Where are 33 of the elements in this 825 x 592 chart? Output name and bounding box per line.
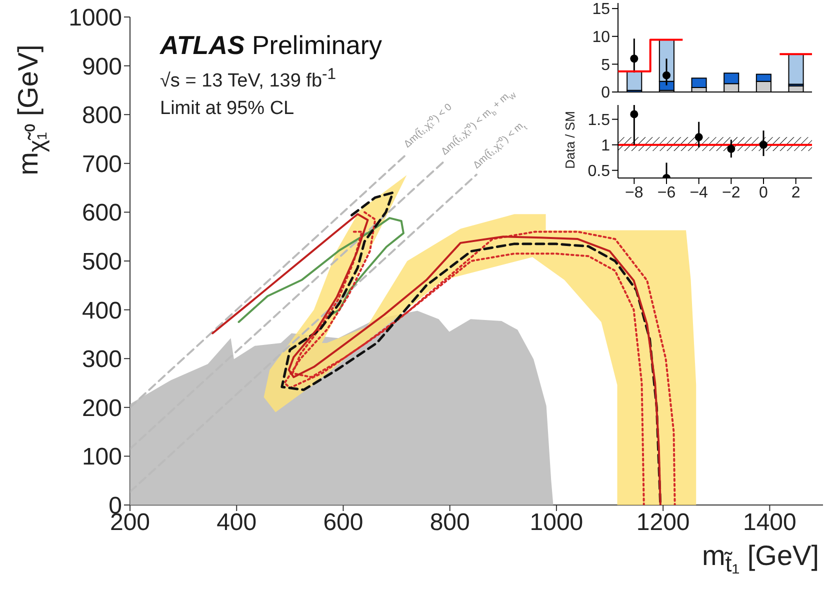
y-tick-label: 10 bbox=[592, 29, 610, 46]
x-tick-label: 1400 bbox=[742, 509, 796, 536]
x-tick-label: −2 bbox=[722, 184, 740, 202]
y-tick-label: 15 bbox=[592, 1, 610, 18]
x-tick-label: 800 bbox=[430, 509, 470, 536]
x-tick-label: −8 bbox=[625, 184, 644, 202]
x-tick-label: 400 bbox=[216, 509, 257, 536]
x-tick-label: 1200 bbox=[636, 509, 690, 536]
y-tick-label: 0 bbox=[601, 84, 610, 102]
annotation: √s = 13 TeV, 139 fb$^{-1}$ bbox=[160, 66, 336, 92]
x-tick-label: 2 bbox=[791, 184, 800, 202]
y-tick-label: 1.5 bbox=[588, 112, 610, 129]
x-tick-label: 1000 bbox=[530, 509, 584, 536]
x-axis-title: m$_{t̃₁}$ [GeV] bbox=[702, 540, 819, 578]
y-tick-label: 300 bbox=[82, 346, 122, 374]
y-tick-label: 100 bbox=[82, 444, 122, 471]
annotation: Limit at 95% CL bbox=[160, 98, 294, 120]
x-tick-label: 0 bbox=[759, 184, 768, 202]
x-tick-label: −4 bbox=[690, 184, 708, 202]
y-tick-label: 700 bbox=[82, 150, 122, 178]
x-tick-label: −6 bbox=[657, 184, 676, 202]
annotation: ATLAS Preliminary bbox=[160, 30, 382, 61]
y-tick-label: 400 bbox=[82, 297, 122, 324]
y-tick-label: 500 bbox=[82, 248, 122, 276]
y-tick-label: 800 bbox=[82, 102, 122, 130]
y-axis-title: Data / SM bbox=[562, 111, 578, 169]
y-tick-label: 1 bbox=[601, 138, 610, 154]
y-tick-label: 1000 bbox=[68, 4, 122, 32]
x-tick-label: 600 bbox=[323, 509, 364, 536]
y-tick-label: 900 bbox=[82, 53, 122, 80]
y-tick-label: 200 bbox=[82, 394, 122, 422]
y-tick-label: 0.5 bbox=[588, 163, 610, 180]
y-tick-label: 5 bbox=[601, 56, 610, 74]
